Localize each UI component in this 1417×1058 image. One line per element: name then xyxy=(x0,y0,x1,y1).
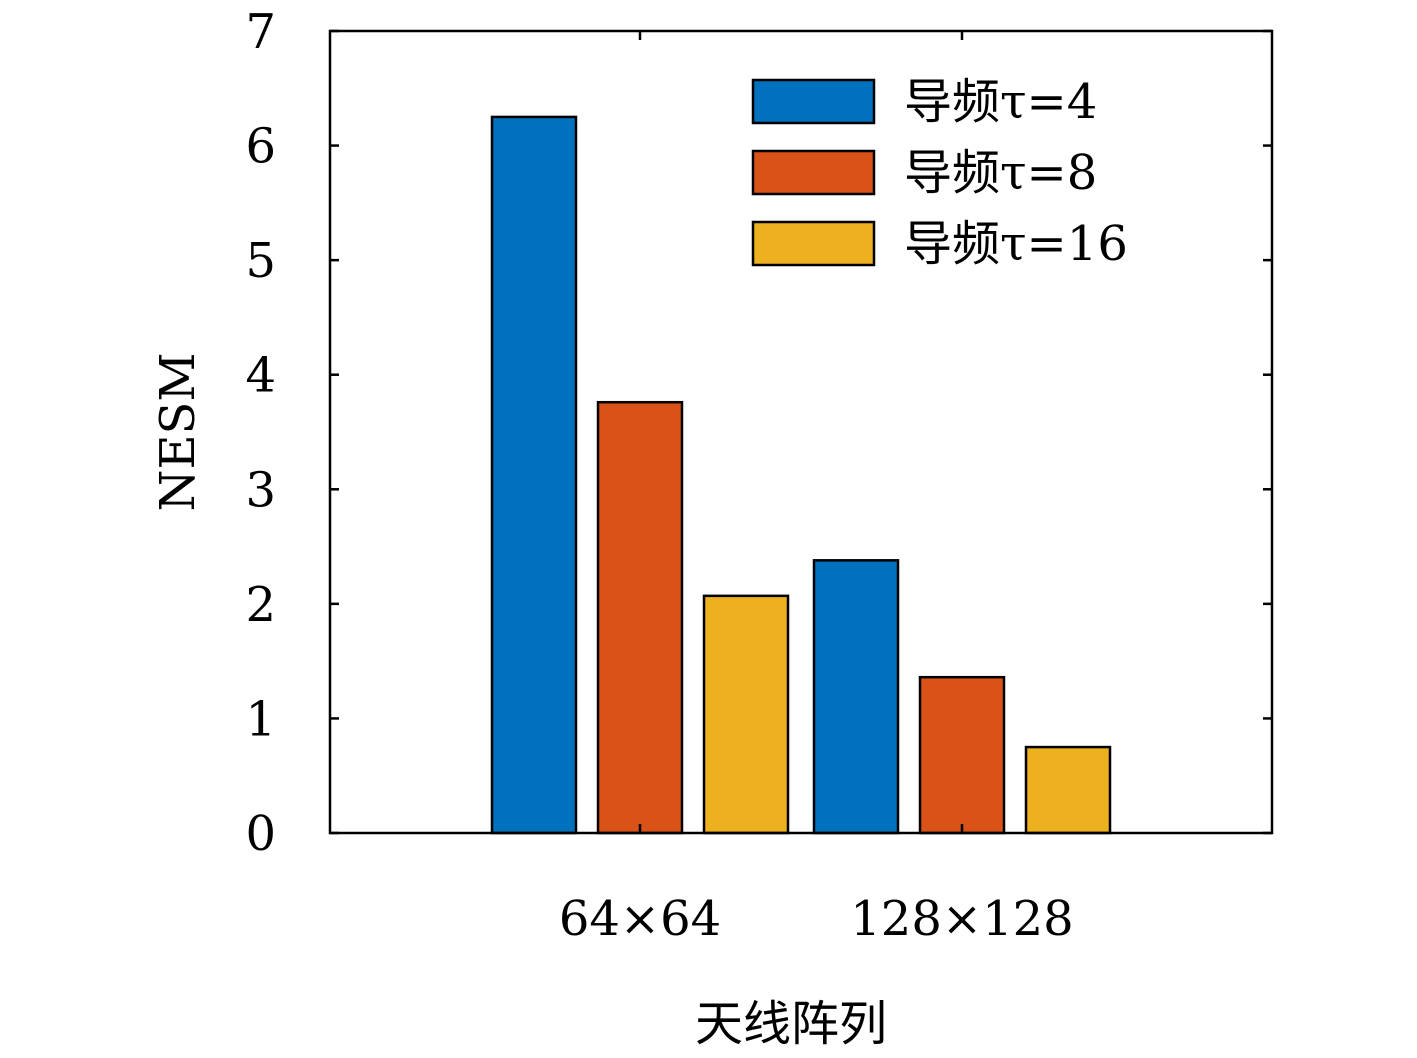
bar-1-3 xyxy=(702,594,790,835)
y-tick-label: 7 xyxy=(245,4,276,60)
x-tick-labels: 64×64 128×128 xyxy=(559,891,1074,947)
legend-label: 导频τ=4 xyxy=(904,74,1097,130)
bars-group xyxy=(490,115,1112,835)
x-tick-label: 128×128 xyxy=(850,891,1073,947)
y-tick-label: 1 xyxy=(245,691,276,747)
y-tick-label: 0 xyxy=(245,806,276,862)
bar-2-3 xyxy=(1024,745,1112,835)
legend-label: 导频τ=8 xyxy=(904,145,1097,201)
bar-1-2 xyxy=(596,400,684,835)
y-tick-label: 2 xyxy=(245,577,276,633)
y-axis-title: NESM xyxy=(150,352,206,511)
bar-1-1 xyxy=(490,115,578,835)
bar-2-2 xyxy=(918,675,1006,835)
y-tick-label: 4 xyxy=(245,348,276,404)
legend-label: 导频τ=16 xyxy=(904,216,1128,272)
y-tick-label: 5 xyxy=(245,233,276,289)
x-axis-title: 天线阵列 xyxy=(695,996,887,1052)
y-tick-label: 6 xyxy=(245,119,276,175)
legend-swatch xyxy=(751,78,876,125)
bar-2-1 xyxy=(812,559,900,835)
tick-marks xyxy=(330,29,1272,835)
y-tick-label: 3 xyxy=(245,462,276,518)
y-tick-labels: 0 1 2 3 4 5 6 7 xyxy=(245,4,276,862)
legend-swatch xyxy=(751,220,876,267)
plot-frame xyxy=(328,29,1274,835)
legend-swatch xyxy=(751,149,876,196)
x-tick-label: 64×64 xyxy=(559,891,721,947)
legend: 导频τ=4 导频τ=8 导频τ=16 xyxy=(751,74,1128,272)
